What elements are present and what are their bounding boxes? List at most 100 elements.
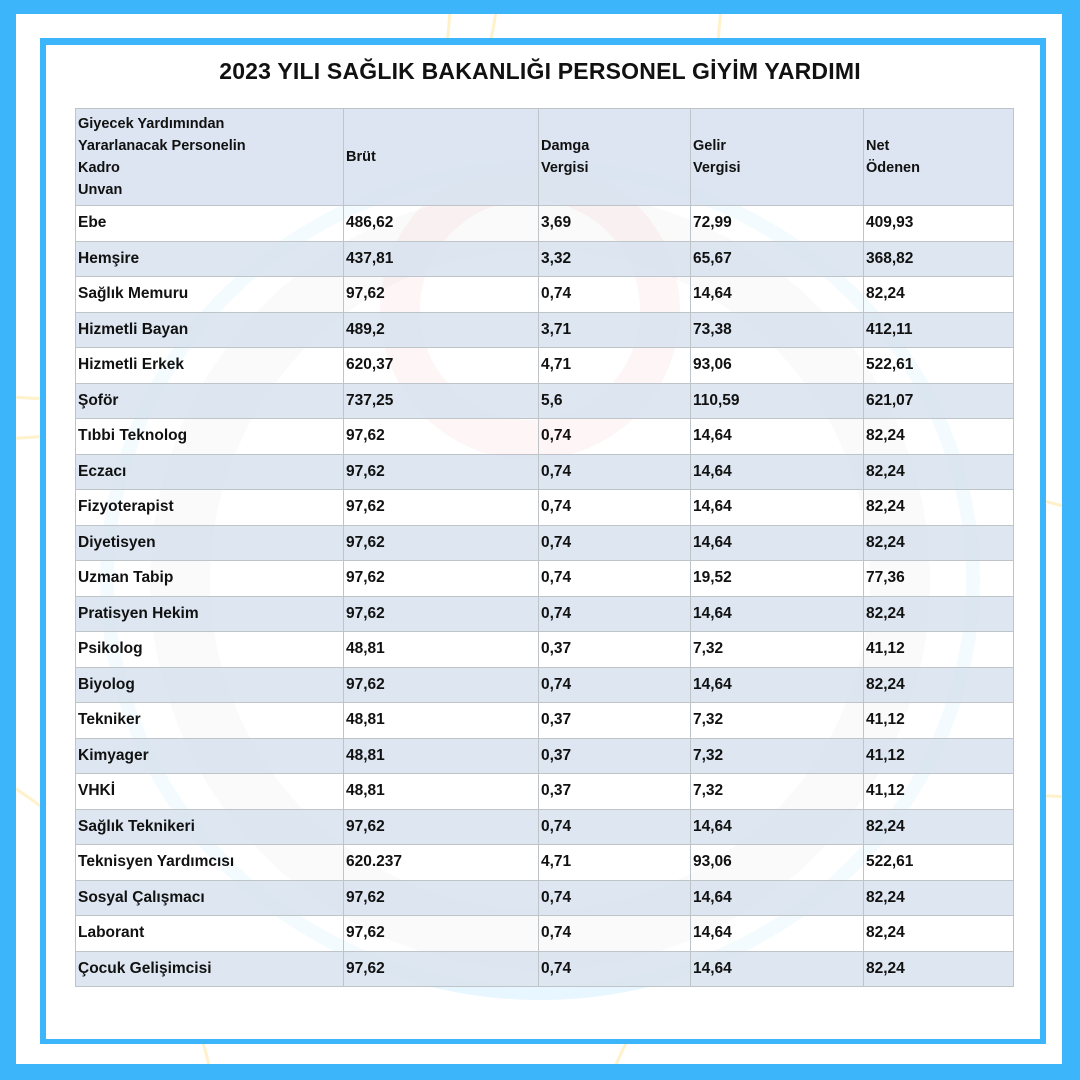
header-line: Brüt — [346, 149, 376, 165]
cell-gross: 97,62 — [343, 453, 539, 490]
table-row: Psikolog 48,81 0,37 7,32 41,12 — [75, 631, 1014, 668]
cell-income-tax: 7,32 — [690, 773, 864, 810]
cell-income-tax: 7,32 — [690, 631, 864, 668]
cell-gross: 97,62 — [343, 560, 539, 597]
cell-stamp-tax: 0,37 — [538, 631, 691, 668]
cell-income-tax: 7,32 — [690, 737, 864, 774]
header-line: Kadro — [78, 160, 120, 176]
header-line: Ödenen — [866, 160, 920, 176]
cell-net-paid: 82,24 — [863, 595, 1014, 632]
cell-title: Hemşire — [75, 240, 344, 277]
cell-net-paid: 82,24 — [863, 453, 1014, 490]
cell-net-paid: 82,24 — [863, 808, 1014, 845]
cell-income-tax: 110,59 — [690, 382, 864, 419]
cell-gross: 620,37 — [343, 347, 539, 384]
table-row: VHKİ 48,81 0,37 7,32 41,12 — [75, 773, 1014, 810]
cell-gross: 486,62 — [343, 205, 539, 242]
cell-income-tax: 7,32 — [690, 702, 864, 739]
cell-stamp-tax: 0,74 — [538, 524, 691, 561]
table-row: Sağlık Memuru 97,62 0,74 14,64 82,24 — [75, 276, 1014, 313]
cell-stamp-tax: 0,37 — [538, 702, 691, 739]
table-row: Pratisyen Hekim 97,62 0,74 14,64 82,24 — [75, 595, 1014, 632]
cell-gross: 48,81 — [343, 631, 539, 668]
column-header-gross: Brüt — [343, 108, 539, 206]
cell-income-tax: 65,67 — [690, 240, 864, 277]
cell-income-tax: 93,06 — [690, 844, 864, 881]
table-row: Hemşire 437,81 3,32 65,67 368,82 — [75, 240, 1014, 277]
cell-net-paid: 522,61 — [863, 844, 1014, 881]
cell-gross: 48,81 — [343, 773, 539, 810]
cell-income-tax: 14,64 — [690, 418, 864, 455]
cell-gross: 97,62 — [343, 879, 539, 916]
cell-net-paid: 82,24 — [863, 915, 1014, 952]
table-row: Sağlık Teknikeri 97,62 0,74 14,64 82,24 — [75, 808, 1014, 845]
cell-net-paid: 82,24 — [863, 418, 1014, 455]
cell-stamp-tax: 0,74 — [538, 666, 691, 703]
table-row: Tıbbi Teknolog 97,62 0,74 14,64 82,24 — [75, 418, 1014, 455]
cell-net-paid: 82,24 — [863, 950, 1014, 987]
cell-gross: 97,62 — [343, 666, 539, 703]
cell-stamp-tax: 0,74 — [538, 560, 691, 597]
cell-gross: 489,2 — [343, 311, 539, 348]
cell-title: Kimyager — [75, 737, 344, 774]
column-header-title: Giyecek Yardımından Yararlanacak Persone… — [75, 108, 344, 206]
table-row: Diyetisyen 97,62 0,74 14,64 82,24 — [75, 524, 1014, 561]
header-line: Vergisi — [693, 160, 741, 176]
cell-title: Hizmetli Bayan — [75, 311, 344, 348]
header-line: Damga — [541, 138, 590, 154]
cell-gross: 97,62 — [343, 276, 539, 313]
cell-title: Fizyoterapist — [75, 489, 344, 526]
table-row: Tekniker 48,81 0,37 7,32 41,12 — [75, 702, 1014, 739]
cell-title: Ebe — [75, 205, 344, 242]
cell-gross: 48,81 — [343, 702, 539, 739]
cell-net-paid: 368,82 — [863, 240, 1014, 277]
cell-gross: 97,62 — [343, 524, 539, 561]
cell-gross: 437,81 — [343, 240, 539, 277]
table-row: Kimyager 48,81 0,37 7,32 41,12 — [75, 737, 1014, 774]
cell-stamp-tax: 3,32 — [538, 240, 691, 277]
cell-net-paid: 82,24 — [863, 879, 1014, 916]
table-row: Şoför 737,25 5,6 110,59 621,07 — [75, 382, 1014, 419]
column-header-stamp-tax: Damga Vergisi — [538, 108, 691, 206]
cell-title: Sosyal Çalışmacı — [75, 879, 344, 916]
cell-stamp-tax: 0,74 — [538, 879, 691, 916]
cell-gross: 97,62 — [343, 950, 539, 987]
table-row: Biyolog 97,62 0,74 14,64 82,24 — [75, 666, 1014, 703]
table-row: Çocuk Gelişimcisi 97,62 0,74 14,64 82,24 — [75, 950, 1014, 987]
cell-net-paid: 82,24 — [863, 666, 1014, 703]
cell-net-paid: 522,61 — [863, 347, 1014, 384]
header-line: Vergisi — [541, 160, 589, 176]
cell-stamp-tax: 0,74 — [538, 489, 691, 526]
cell-title: Çocuk Gelişimcisi — [75, 950, 344, 987]
table-header-row: Giyecek Yardımından Yararlanacak Persone… — [75, 108, 1014, 206]
table-row: Hizmetli Erkek 620,37 4,71 93,06 522,61 — [75, 347, 1014, 384]
cell-net-paid: 621,07 — [863, 382, 1014, 419]
cell-title: Biyolog — [75, 666, 344, 703]
cell-stamp-tax: 0,74 — [538, 595, 691, 632]
cell-income-tax: 14,64 — [690, 915, 864, 952]
cell-title: Psikolog — [75, 631, 344, 668]
cell-net-paid: 41,12 — [863, 702, 1014, 739]
cell-net-paid: 77,36 — [863, 560, 1014, 597]
cell-income-tax: 14,64 — [690, 524, 864, 561]
cell-income-tax: 72,99 — [690, 205, 864, 242]
cell-title: Pratisyen Hekim — [75, 595, 344, 632]
cell-net-paid: 41,12 — [863, 631, 1014, 668]
column-header-income-tax: Gelir Vergisi — [690, 108, 864, 206]
cell-income-tax: 19,52 — [690, 560, 864, 597]
cell-income-tax: 14,64 — [690, 879, 864, 916]
table-row: Uzman Tabip 97,62 0,74 19,52 77,36 — [75, 560, 1014, 597]
table-row: Ebe 486,62 3,69 72,99 409,93 — [75, 205, 1014, 242]
cell-stamp-tax: 0,74 — [538, 808, 691, 845]
table-body: Ebe 486,62 3,69 72,99 409,93 Hemşire 437,81 3,3… — [75, 205, 1014, 987]
cell-gross: 97,62 — [343, 915, 539, 952]
table-row: Teknisyen Yardımcısı 620.237 4,71 93,06 522,… — [75, 844, 1014, 881]
cell-net-paid: 41,12 — [863, 737, 1014, 774]
cell-stamp-tax: 0,74 — [538, 950, 691, 987]
page-title: 2023 YILI SAĞLIK BAKANLIĞI PERSONEL GİYİ… — [219, 58, 861, 84]
cell-stamp-tax: 0,74 — [538, 418, 691, 455]
cell-gross: 48,81 — [343, 737, 539, 774]
header-line: Gelir — [693, 138, 727, 154]
cell-stamp-tax: 0,74 — [538, 453, 691, 490]
table-row: Hizmetli Bayan 489,2 3,71 73,38 412,11 — [75, 311, 1014, 348]
